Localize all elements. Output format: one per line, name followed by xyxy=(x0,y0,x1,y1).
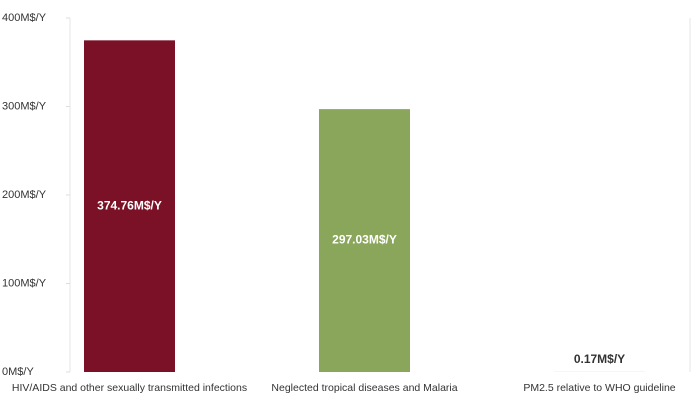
y-tick-label: 0M$/Y xyxy=(2,366,34,378)
bar xyxy=(84,40,175,372)
value-label: 374.76M$/Y xyxy=(97,198,162,212)
x-tick-label: PM2.5 relative to WHO guideline xyxy=(523,382,675,394)
x-tick-label: Neglected tropical diseases and Malaria xyxy=(271,382,457,394)
value-label: 0.17M$/Y xyxy=(574,352,625,366)
y-tick-label: 300M$/Y xyxy=(2,100,47,112)
bar xyxy=(319,109,410,372)
y-tick-label: 100M$/Y xyxy=(2,277,47,289)
y-tick-label: 200M$/Y xyxy=(2,189,47,201)
x-tick-label: HIV/AIDS and other sexually transmitted … xyxy=(12,382,247,394)
y-tick-label: 400M$/Y xyxy=(2,12,47,24)
value-label: 297.03M$/Y xyxy=(332,233,397,247)
